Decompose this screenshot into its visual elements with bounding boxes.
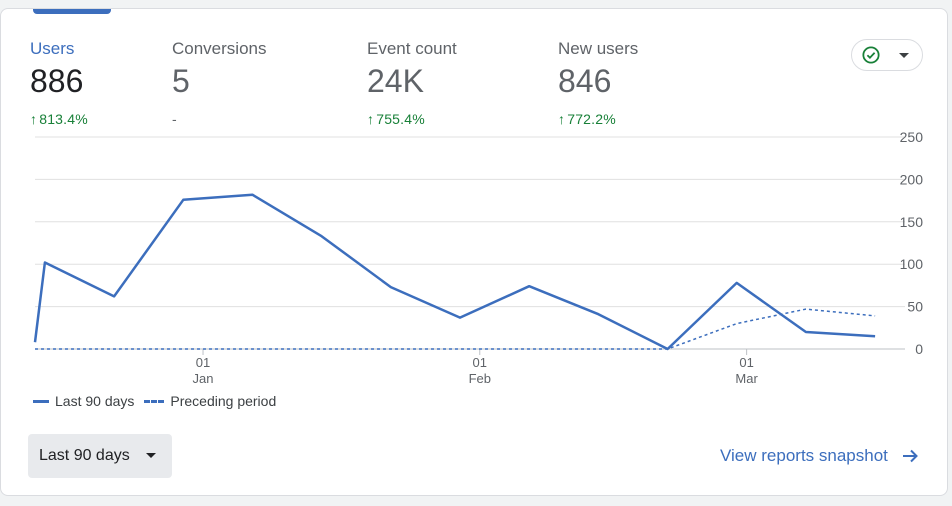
metric-value: 886: [30, 63, 84, 99]
chart-gridlines: [35, 136, 905, 350]
metric-change: ↑ 813.4%: [30, 111, 88, 127]
y-tick-label: 250: [900, 129, 924, 145]
arrow-right-icon: [902, 449, 918, 463]
metric-event-count[interactable]: Event count 24K ↑ 755.4%: [367, 39, 457, 127]
check-circle-icon: [862, 46, 880, 64]
y-tick-label: 0: [915, 341, 923, 357]
overview-card: Users 886 ↑ 813.4% Conversions 5 - Event …: [0, 8, 948, 496]
chart-legend: Last 90 days Preceding period: [33, 393, 286, 409]
metric-label: New users: [558, 39, 639, 58]
metric-label: Event count: [367, 39, 457, 58]
metric-change: ↑ 772.2%: [558, 111, 616, 127]
chart-series: [33, 193, 876, 351]
metric-change: -: [172, 111, 177, 127]
metric-label: Conversions: [172, 39, 267, 58]
date-range-label: Last 90 days: [39, 447, 130, 464]
date-range-dropdown[interactable]: Last 90 days: [28, 434, 172, 478]
snapshot-link-label: View reports snapshot: [720, 446, 888, 465]
caret-down-icon: [146, 453, 156, 458]
arrow-up-icon: ↑: [367, 111, 375, 127]
y-tick-label: 100: [900, 256, 924, 272]
x-tick-day: 01: [739, 355, 753, 370]
y-tick-label: 200: [900, 171, 924, 187]
metric-value: 846: [558, 63, 612, 99]
legend-item-current: Last 90 days: [33, 393, 134, 409]
chevron-down-icon: [899, 53, 909, 58]
legend-item-preceding: Preceding period: [144, 393, 276, 409]
legend-swatch-solid: [33, 399, 49, 403]
metric-new-users[interactable]: New users 846 ↑ 772.2%: [558, 39, 638, 127]
series-line-last-90-days: [33, 193, 876, 351]
metric-change: ↑ 755.4%: [367, 111, 425, 127]
metric-conversions[interactable]: Conversions 5 -: [172, 39, 267, 127]
metric-users[interactable]: Users 886 ↑ 813.4%: [30, 39, 88, 127]
arrow-up-icon: ↑: [30, 111, 38, 127]
arrow-up-icon: ↑: [558, 111, 566, 127]
metric-label: Users: [30, 39, 75, 58]
x-tick-day: 01: [473, 355, 487, 370]
x-tick-month: Jan: [193, 371, 214, 386]
y-axis-ticks: 0 50 100 150 200 250: [900, 129, 924, 357]
insights-status-chip[interactable]: [851, 39, 923, 71]
view-reports-snapshot-link[interactable]: View reports snapshot: [720, 446, 920, 466]
y-tick-label: 50: [907, 299, 923, 315]
x-tick-day: 01: [196, 355, 210, 370]
x-tick-month: Mar: [735, 371, 758, 386]
series-line-preceding-period: [35, 308, 876, 350]
legend-swatch-dashed: [144, 399, 165, 403]
x-tick-month: Feb: [469, 371, 491, 386]
y-tick-label: 150: [900, 214, 924, 230]
metric-value: 5: [172, 63, 190, 99]
active-tab-indicator: [33, 9, 111, 14]
metric-value: 24K: [367, 63, 424, 99]
